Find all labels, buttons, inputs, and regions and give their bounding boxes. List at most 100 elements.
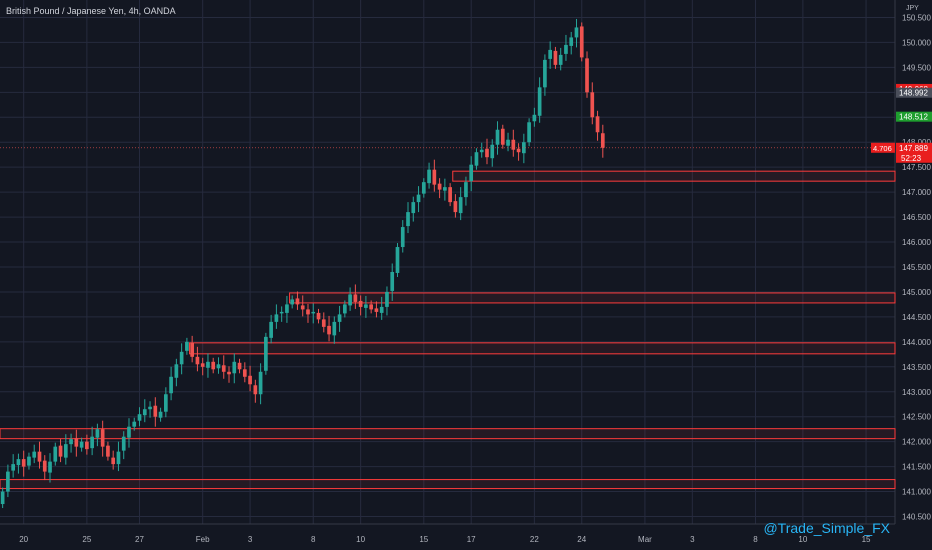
- x-tick-label: 3: [690, 535, 695, 544]
- candle-body: [48, 461, 52, 473]
- chart-title: British Pound / Japanese Yen, 4h, OANDA: [6, 6, 176, 16]
- candle-body: [364, 304, 368, 308]
- y-tick-label: 146.500: [902, 213, 931, 222]
- candle-body: [253, 385, 258, 395]
- zone-rectangle: [0, 428, 896, 440]
- candle-body: [85, 441, 89, 450]
- candle-body: [95, 429, 100, 438]
- watermark-text: @Trade_Simple_FX: [763, 520, 890, 536]
- candle-body: [306, 309, 310, 315]
- candle-body: [311, 311, 316, 314]
- candle-body: [400, 227, 405, 248]
- candle-body: [153, 405, 158, 417]
- y-tick-label: 143.500: [902, 363, 931, 372]
- candle-body: [274, 314, 279, 322]
- x-tick-label: 3: [248, 535, 253, 544]
- candle-body: [258, 371, 263, 395]
- candle-body: [69, 439, 73, 445]
- candle-body: [27, 456, 31, 466]
- candle-body: [443, 187, 447, 191]
- candle-body: [106, 445, 110, 457]
- candle-body: [595, 116, 600, 133]
- candle-body: [558, 54, 563, 65]
- candle-body: [316, 312, 321, 320]
- candle-body: [548, 49, 553, 59]
- x-tick-label: 25: [82, 535, 91, 544]
- candle-body: [337, 314, 342, 322]
- candle-body: [421, 182, 426, 194]
- candle-body: [0, 491, 5, 505]
- x-tick-label: 10: [356, 535, 365, 544]
- price-label-box: [896, 142, 932, 163]
- candle-body: [342, 304, 347, 314]
- y-tick-label: 145.500: [902, 263, 931, 272]
- candle-body: [185, 341, 189, 351]
- candle-body: [158, 411, 163, 418]
- y-tick-label: 141.000: [902, 488, 931, 497]
- candle-body: [348, 294, 352, 306]
- candle-body: [527, 122, 531, 143]
- candle-body: [532, 114, 537, 122]
- candle-body: [553, 50, 558, 65]
- x-tick-label: 17: [467, 535, 476, 544]
- candle-body: [269, 321, 273, 338]
- candle-body: [390, 271, 395, 291]
- candle-body: [290, 299, 295, 305]
- candle-body: [6, 471, 10, 492]
- y-tick-label: 144.000: [902, 338, 931, 347]
- candle-body: [11, 464, 16, 471]
- candle-body: [321, 319, 326, 327]
- candle-body: [248, 375, 252, 385]
- candle-body: [495, 129, 500, 145]
- candle-body: [216, 364, 221, 369]
- candle-body: [121, 436, 126, 451]
- candle-body: [232, 361, 237, 374]
- candle-body: [137, 414, 142, 421]
- candle-body: [395, 247, 400, 273]
- candle-body: [585, 58, 589, 93]
- x-tick-label: 22: [530, 535, 539, 544]
- currency-label: JPY: [906, 5, 919, 12]
- y-tick-label: 143.000: [902, 388, 931, 397]
- candle-body: [464, 182, 468, 198]
- zone-rectangle: [0, 479, 896, 490]
- y-tick-label: 146.000: [902, 238, 931, 247]
- y-tick-label: 145.000: [902, 288, 931, 297]
- candle-body: [264, 336, 268, 371]
- y-tick-label: 142.500: [902, 413, 931, 422]
- candle-body: [142, 409, 147, 416]
- candle-body: [195, 356, 200, 365]
- candle-body: [537, 87, 542, 116]
- candle-body: [53, 446, 58, 462]
- candle-body: [242, 369, 247, 377]
- candle-body: [411, 202, 416, 214]
- candle-body: [21, 459, 26, 467]
- candle-body: [200, 363, 205, 367]
- x-tick-label: 15: [419, 535, 428, 544]
- candle-body: [579, 26, 584, 58]
- candle-body: [358, 300, 363, 307]
- candle-body: [148, 406, 152, 410]
- y-tick-label: 150.000: [902, 38, 931, 47]
- change-label-text: 4.706: [873, 144, 892, 153]
- countdown-label: 52:23: [901, 154, 922, 163]
- candle-body: [37, 451, 42, 462]
- price-label-box: [896, 111, 932, 122]
- zone-rectangle: [452, 170, 896, 182]
- y-tick-label: 144.500: [902, 313, 931, 322]
- candle-body: [453, 201, 458, 213]
- candle-body: [74, 438, 79, 447]
- candle-body: [427, 169, 431, 184]
- y-tick-label: 140.500: [902, 513, 931, 522]
- candle-body: [221, 365, 226, 372]
- candle-body: [385, 291, 389, 307]
- candle-body: [179, 351, 184, 365]
- candle-body: [132, 421, 137, 427]
- candle-body: [369, 304, 374, 310]
- change-label-box: [871, 142, 895, 153]
- x-tick-label: 8: [311, 535, 316, 544]
- candle-body: [127, 426, 131, 438]
- candle-body: [432, 169, 437, 185]
